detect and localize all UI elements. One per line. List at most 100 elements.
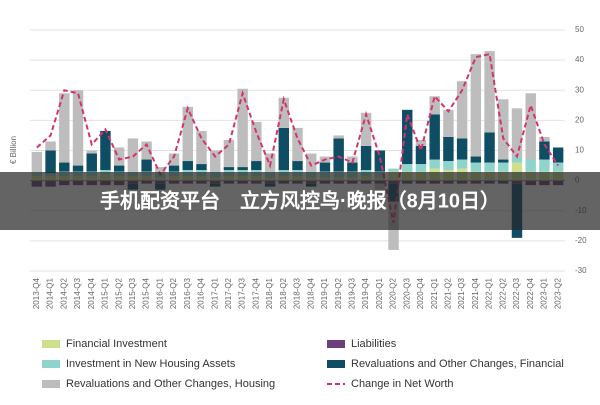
bar	[182, 106, 193, 162]
legend-swatch	[327, 360, 345, 368]
x-tick-label: 2015-Q1	[101, 277, 110, 309]
bar	[223, 139, 235, 168]
bar	[484, 132, 495, 163]
x-tick-label: 2022-Q2	[498, 277, 507, 309]
bar	[182, 161, 193, 171]
bar	[402, 109, 413, 165]
x-tick-label: 2016-Q1	[155, 277, 164, 309]
x-tick-label: 2015-Q2	[114, 277, 123, 309]
x-tick-label: 2016-Q4	[197, 277, 206, 309]
x-tick-label: 2023-Q1	[540, 277, 549, 309]
x-tick-label: 2022-Q1	[485, 277, 494, 309]
bar	[484, 51, 495, 133]
bar	[470, 156, 482, 163]
x-tick-label: 2020-Q2	[389, 277, 398, 309]
y-axis-label: € Billion	[9, 136, 18, 164]
bar	[333, 138, 344, 172]
y-tick-label: 40	[575, 55, 584, 64]
legend-label: Change in Net Worth	[351, 378, 454, 390]
bar	[429, 96, 440, 115]
bar	[292, 161, 303, 171]
bar	[209, 150, 221, 172]
bar	[223, 167, 235, 171]
x-tick-label: 2020-Q4	[416, 277, 425, 309]
bar	[251, 121, 262, 162]
bar	[539, 136, 550, 142]
legend-item: Financial Investment	[42, 338, 167, 350]
bar	[539, 159, 550, 172]
x-tick-label: 2018-Q1	[265, 277, 274, 309]
bar	[168, 153, 180, 166]
bar	[333, 135, 344, 139]
legend-label: Investment in New Housing Assets	[66, 358, 236, 370]
bar	[360, 145, 372, 171]
x-tick-label: 2014-Q4	[87, 277, 96, 309]
bar	[86, 153, 97, 172]
x-tick-label: 2022-Q3	[512, 277, 521, 309]
bar	[292, 127, 303, 162]
bar	[59, 162, 70, 172]
x-tick-label: 2016-Q2	[169, 277, 178, 309]
bar	[72, 165, 84, 172]
legend-item: Liabilities	[327, 338, 397, 350]
bar	[237, 88, 248, 168]
y-tick-label: -30	[575, 266, 587, 275]
x-tick-label: 2021-Q2	[444, 277, 453, 309]
bar	[360, 112, 372, 146]
y-tick-label: 20	[575, 115, 584, 124]
x-tick-label: 2018-Q4	[306, 277, 315, 309]
x-tick-label: 2018-Q3	[293, 277, 302, 309]
y-tick-label: -20	[575, 236, 587, 245]
bar	[498, 99, 509, 160]
legend-swatch	[327, 340, 345, 348]
bar	[429, 159, 440, 169]
bar	[319, 162, 331, 172]
x-tick-label: 2014-Q2	[59, 277, 68, 309]
y-tick-label: 50	[575, 25, 584, 34]
bar	[306, 153, 317, 172]
bar	[498, 162, 509, 172]
bar	[511, 108, 523, 157]
x-tick-label: 2017-Q3	[238, 277, 247, 309]
bar	[443, 136, 454, 162]
bar	[415, 164, 427, 172]
bar	[388, 168, 399, 172]
bar	[72, 90, 84, 166]
bar	[456, 138, 468, 160]
legend-item: Revaluations and Other Changes, Financia…	[327, 358, 564, 370]
x-tick-label: 2022-Q4	[526, 277, 535, 309]
x-tick-label: 2021-Q3	[457, 277, 466, 309]
bar	[415, 139, 427, 146]
legend-item: Investment in New Housing Assets	[42, 358, 236, 370]
bar	[196, 130, 207, 165]
legend-item: Revaluations and Other Changes, Housing	[42, 378, 275, 390]
bar	[45, 141, 56, 151]
x-tick-label: 2015-Q4	[142, 277, 151, 309]
x-tick-label: 2019-Q2	[334, 277, 343, 309]
bar	[525, 93, 536, 160]
x-tick-label: 2019-Q4	[361, 277, 370, 309]
bar	[113, 147, 125, 166]
bar	[251, 161, 262, 171]
bar	[429, 114, 440, 160]
x-tick-label: 2019-Q3	[347, 277, 356, 309]
x-tick-label: 2018-Q2	[279, 277, 288, 309]
x-tick-label: 2017-Q4	[251, 277, 260, 309]
bar	[347, 162, 358, 172]
bar	[31, 152, 43, 174]
bar	[141, 141, 152, 160]
bar	[59, 93, 70, 163]
x-tick-label: 2014-Q1	[46, 277, 55, 309]
banner-text: 手机配资平台 立方风控鸟·晚报（8月10日）	[100, 188, 500, 212]
y-tick-label: 10	[575, 146, 584, 155]
bar	[155, 167, 166, 174]
legend-label: Revaluations and Other Changes, Housing	[66, 378, 275, 390]
legend-swatch	[42, 340, 60, 348]
bar	[484, 162, 495, 172]
bar	[127, 138, 139, 172]
bar	[168, 165, 180, 172]
x-tick-label: 2023-Q2	[553, 277, 562, 309]
bar	[141, 159, 152, 172]
net-worth-line	[36, 52, 559, 224]
